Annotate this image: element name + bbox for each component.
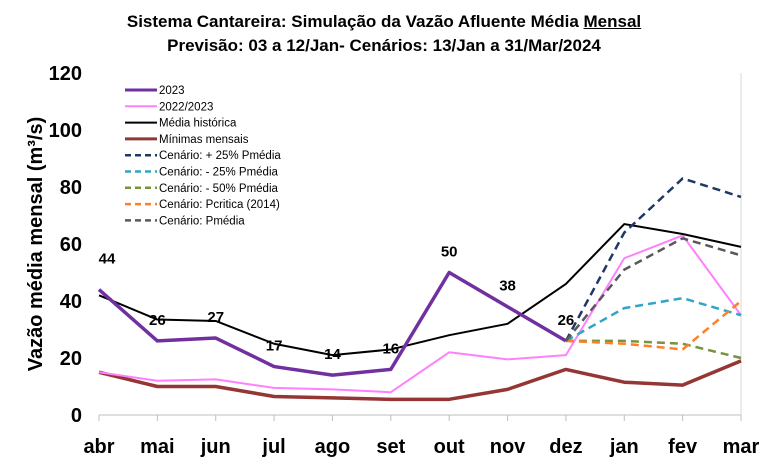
legend-entry: Cenário: - 50% Pmédia (159, 183, 278, 195)
series-line-5 (565, 296, 742, 342)
data-label: 44 (99, 251, 116, 268)
x-tick-label: abr (83, 436, 114, 458)
data-label: 17 (266, 338, 283, 355)
data-label: 50 (441, 244, 458, 261)
legend-entry: Cenário: Pmédia (159, 215, 245, 227)
data-label: 26 (149, 312, 166, 329)
x-tick-label: set (376, 436, 405, 458)
x-tick-label: jul (261, 436, 285, 458)
series-line-1 (98, 234, 742, 394)
data-label: 38 (499, 278, 516, 295)
y-tick-label: 100 (49, 120, 82, 142)
x-tick-label: ago (315, 436, 351, 458)
x-tick-label: jan (609, 436, 639, 458)
y-tick-label: 0 (71, 405, 82, 427)
y-tick-label: 80 (60, 177, 82, 199)
series-line-4 (564, 177, 742, 342)
series-line-3 (98, 359, 742, 402)
data-label: 27 (207, 309, 224, 326)
data-label: 26 (558, 312, 575, 329)
series-line-6 (565, 339, 742, 360)
data-label: 16 (382, 340, 399, 357)
legend-entry: Cenário: + 25% Pmédia (159, 150, 281, 162)
y-axis-label: Vazão média mensal (m³/s) (25, 117, 47, 372)
y-tick-label: 120 (49, 63, 82, 85)
legend-entry: 2022/2023 (159, 101, 213, 113)
y-tick-label: 40 (60, 291, 82, 313)
legend-entry: Média histórica (159, 118, 237, 130)
x-tick-label: dez (549, 436, 582, 458)
series-line-7 (565, 300, 742, 351)
x-tick-label: jun (200, 436, 231, 458)
y-tick-label: 60 (60, 234, 82, 256)
legend-entry: Cenário: Pcritica (2014) (159, 199, 280, 211)
x-tick-label: mar (723, 436, 760, 458)
series-line-8 (564, 237, 742, 342)
x-tick-label: mai (140, 436, 174, 458)
x-tick-label: fev (668, 436, 698, 458)
data-label: 14 (324, 346, 341, 363)
x-tick-label: out (434, 436, 465, 458)
x-tick-label: nov (490, 436, 526, 458)
legend-entry: Cenário: - 25% Pmédia (159, 167, 278, 179)
y-tick-label: 20 (60, 348, 82, 370)
series-line-0 (97, 270, 567, 377)
chart-title-line1: Sistema Cantareira: Simulação da Vazão A… (126, 12, 642, 31)
legend-entry: Mínimas mensais (159, 134, 249, 146)
series-line-2 (98, 223, 742, 357)
legend-entry: 2023 (159, 85, 185, 97)
chart-title-line2: Previsão: 03 a 12/Jan- Cenários: 13/Jan … (167, 36, 601, 55)
